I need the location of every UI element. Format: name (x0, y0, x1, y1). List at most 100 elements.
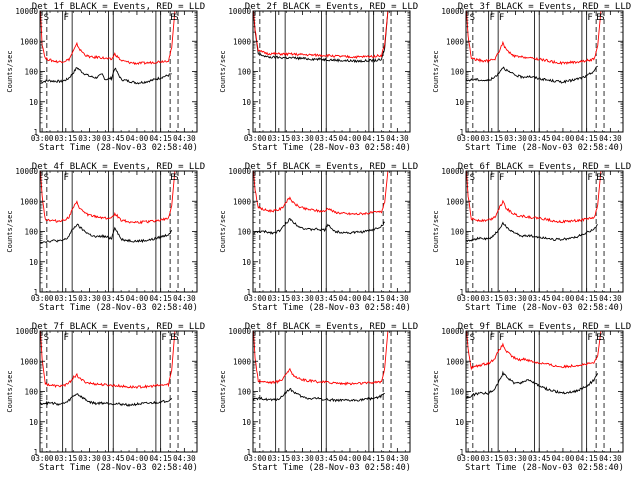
x-tick-label: 04:30 (599, 454, 622, 463)
series-events-line (466, 65, 598, 84)
series-events-line (253, 217, 385, 235)
series-lld-line (466, 171, 602, 224)
x-tick-label: 04:15 (362, 134, 385, 143)
x-tick-label: 03:00 (457, 134, 480, 143)
x-tick-label: 04:00 (339, 294, 362, 303)
x-tick-label: 03:00 (244, 134, 267, 143)
series-lld-line (253, 331, 389, 386)
x-tick-label: 03:00 (457, 294, 480, 303)
flag-f: F (63, 13, 68, 23)
y-axis-label: Counts/sec (6, 370, 14, 412)
flag-f: F (499, 333, 504, 343)
y-axis-label: Counts/sec (432, 370, 440, 412)
x-tick-label: 03:00 (31, 454, 54, 463)
panel-title: Det 4f BLACK = Events, RED = LLD (32, 162, 205, 172)
flag-f: F (587, 333, 592, 343)
y-tick-label: 1000 (233, 197, 252, 206)
flag-s: S (599, 13, 604, 23)
y-tick-label: 10000 (15, 167, 38, 176)
x-tick-label: 03:45 (528, 294, 551, 303)
y-tick-label: 1000 (233, 357, 252, 366)
y-axis-label: Counts/sec (219, 210, 227, 252)
flag-f: F (587, 13, 592, 23)
x-axis-label: Start Time (28-Nov-03 02:58:40) (39, 303, 198, 313)
y-tick-label: 1000 (446, 357, 465, 366)
plot-area (253, 331, 392, 452)
y-tick-label: 1 (459, 448, 464, 457)
flag-s: S (470, 173, 475, 183)
flag-s: S (599, 333, 604, 343)
flag-e: E (596, 333, 601, 343)
series-lld-line (466, 11, 602, 66)
x-tick-label: 03:00 (31, 294, 54, 303)
y-tick-label: 1 (459, 288, 464, 297)
y-tick-label: 10 (29, 258, 39, 267)
x-tick-label: 04:00 (339, 134, 362, 143)
panel-title: Det 6f BLACK = Events, RED = LLD (458, 162, 631, 172)
flag-s: S (470, 333, 475, 343)
panel-title: Det 5f BLACK = Events, RED = LLD (245, 162, 418, 172)
plot-area: S F ES (40, 171, 179, 292)
y-tick-label: 10000 (441, 327, 464, 336)
x-tick-label: 03:45 (528, 134, 551, 143)
x-tick-label: 03:15 (55, 134, 78, 143)
y-tick-label: 10000 (228, 327, 251, 336)
y-tick-label: 1000 (20, 197, 39, 206)
x-tick-label: 04:15 (575, 454, 598, 463)
flag-s: S (599, 173, 604, 183)
x-tick-label: 04:00 (552, 134, 575, 143)
x-axis-label: Start Time (28-Nov-03 02:58:40) (465, 143, 624, 153)
y-tick-label: 1 (246, 288, 251, 297)
y-axis-label: Counts/sec (432, 210, 440, 252)
plot-area: S F F F ES (466, 331, 605, 452)
x-tick-label: 04:15 (362, 454, 385, 463)
x-axis-label: Start Time (28-Nov-03 02:58:40) (39, 143, 198, 153)
x-tick-label: 04:15 (149, 454, 172, 463)
y-tick-label: 1 (33, 448, 38, 457)
panel-title: Det 7f BLACK = Events, RED = LLD (32, 322, 205, 332)
y-tick-label: 10000 (15, 7, 38, 16)
y-tick-label: 1 (33, 288, 38, 297)
panel-8: Det 8f BLACK = Events, RED = LLD 1 10 100 10… (219, 322, 418, 473)
flag-f: F (489, 333, 494, 343)
x-tick-label: 04:30 (173, 134, 196, 143)
series-events-line (40, 393, 173, 408)
flag-s: S (44, 333, 49, 343)
y-tick-label: 10 (455, 258, 465, 267)
plot-area (253, 171, 392, 292)
flag-s: S (173, 13, 178, 23)
x-tick-label: 04:15 (575, 294, 598, 303)
y-tick-label: 10000 (228, 7, 251, 16)
series-events-line (40, 223, 173, 244)
series-lld-line (253, 171, 389, 216)
x-tick-label: 03:30 (504, 294, 527, 303)
x-tick-label: 03:15 (481, 134, 504, 143)
flag-f: F (63, 333, 68, 343)
x-tick-label: 03:00 (457, 454, 480, 463)
x-tick-label: 03:45 (315, 454, 338, 463)
x-tick-label: 04:00 (339, 454, 362, 463)
x-tick-label: 03:00 (31, 134, 54, 143)
panel-2: Det 2f BLACK = Events, RED = LLD 1 10 100 10… (219, 2, 418, 153)
y-tick-label: 10000 (441, 167, 464, 176)
series-lld-line (466, 331, 602, 371)
x-tick-label: 03:15 (268, 294, 291, 303)
y-tick-label: 10 (29, 98, 39, 107)
y-tick-label: 10 (242, 418, 252, 427)
y-tick-label: 1000 (20, 37, 39, 46)
y-tick-label: 10000 (228, 167, 251, 176)
x-tick-label: 03:45 (102, 134, 125, 143)
series-events-line (40, 67, 172, 85)
series-lld-line (40, 171, 176, 225)
panel-title: Det 2f BLACK = Events, RED = LLD (245, 2, 418, 12)
x-tick-label: 03:45 (315, 134, 338, 143)
flag-s: S (44, 13, 49, 23)
x-tick-label: 03:45 (102, 454, 125, 463)
series-events-line (253, 387, 385, 403)
x-axis-label: Start Time (28-Nov-03 02:58:40) (465, 303, 624, 313)
